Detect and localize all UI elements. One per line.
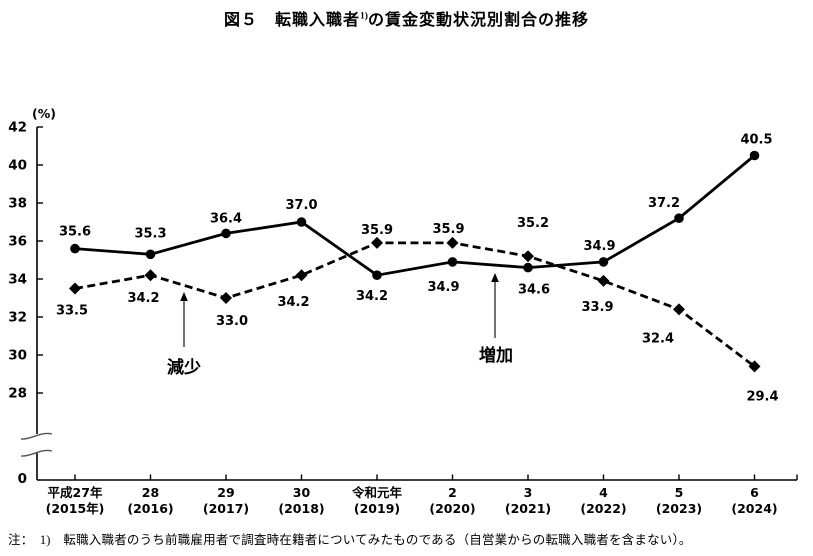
y-tick-label: 42 bbox=[8, 120, 27, 136]
x-tick-label-year: (2020) bbox=[429, 501, 475, 516]
value-label-increase: 34.6 bbox=[518, 283, 550, 298]
y-tick-label: 32 bbox=[8, 310, 27, 326]
value-label-decrease: 35.9 bbox=[361, 223, 393, 238]
x-tick-label-year: (2018) bbox=[278, 501, 324, 516]
y-axis-zero-label: 0 bbox=[18, 471, 27, 487]
marker-circle-increase bbox=[598, 257, 609, 267]
x-tick-label-era: 2 bbox=[448, 485, 457, 500]
x-tick-label-year: (2022) bbox=[580, 501, 626, 516]
x-tick-label-era: 5 bbox=[675, 485, 684, 500]
y-tick-label: 38 bbox=[8, 196, 27, 212]
value-label-increase: 34.9 bbox=[427, 280, 459, 295]
annotation-label-decrease: 減少 bbox=[167, 357, 201, 378]
x-tick-label-year: (2024) bbox=[731, 501, 777, 516]
annotation-arrowhead-decrease bbox=[180, 292, 188, 301]
value-label-decrease: 33.9 bbox=[581, 300, 613, 315]
marker-circle-increase bbox=[523, 262, 533, 273]
marker-circle-increase bbox=[296, 217, 307, 227]
marker-circle-increase bbox=[749, 150, 760, 161]
x-tick-label-year: (2021) bbox=[505, 501, 551, 516]
value-label-increase: 37.0 bbox=[285, 198, 317, 213]
marker-circle-increase bbox=[70, 243, 80, 254]
marker-circle-increase bbox=[221, 228, 231, 239]
marker-diamond-decrease bbox=[69, 282, 81, 295]
value-label-decrease: 33.5 bbox=[56, 304, 88, 319]
x-tick-label-era: 3 bbox=[524, 485, 533, 500]
value-label-increase: 34.9 bbox=[583, 239, 615, 254]
y-tick-label: 40 bbox=[8, 158, 27, 174]
value-label-decrease: 29.4 bbox=[746, 389, 778, 404]
marker-diamond-decrease bbox=[371, 236, 383, 249]
marker-diamond-decrease bbox=[673, 303, 685, 316]
x-tick-label-year: (2017) bbox=[203, 501, 249, 516]
chart-title-prefix: 図５ 転職入職者 bbox=[224, 12, 361, 29]
y-tick-label: 36 bbox=[8, 234, 27, 250]
value-label-decrease: 34.2 bbox=[127, 291, 159, 306]
x-tick-label-era: 令和元年 bbox=[351, 485, 403, 500]
chart-title: 図５ 転職入職者1)の賃金変動状況別割合の推移 bbox=[0, 6, 813, 30]
x-tick-label-era: 4 bbox=[599, 485, 608, 500]
chart-title-suffix: の賃金変動状況別割合の推移 bbox=[367, 12, 589, 29]
marker-diamond-decrease bbox=[446, 236, 459, 249]
x-tick-label-era: 6 bbox=[750, 485, 759, 500]
axis-break-mark bbox=[20, 432, 53, 440]
value-label-decrease: 35.9 bbox=[432, 222, 464, 237]
series-line-increase bbox=[74, 154, 756, 277]
annotation-arrowhead-increase bbox=[491, 273, 499, 282]
value-label-decrease: 34.2 bbox=[277, 295, 309, 310]
value-label-decrease: 33.0 bbox=[216, 314, 248, 329]
y-axis-unit-label: (%) bbox=[32, 106, 56, 121]
value-label-increase: 34.2 bbox=[356, 289, 388, 304]
annotation-label-increase: 増加 bbox=[479, 345, 513, 366]
value-label-increase: 37.2 bbox=[648, 196, 680, 211]
value-label-decrease: 32.4 bbox=[642, 331, 674, 346]
y-tick-label: 30 bbox=[8, 348, 27, 364]
axis-break-mark bbox=[20, 449, 53, 457]
x-tick-label-era: 30 bbox=[293, 485, 311, 500]
x-tick-label-year: (2016) bbox=[127, 501, 173, 516]
value-label-increase: 36.4 bbox=[210, 211, 242, 226]
value-label-increase: 40.5 bbox=[740, 133, 772, 148]
marker-diamond-decrease bbox=[144, 269, 157, 282]
marker-circle-increase bbox=[145, 249, 156, 260]
x-tick-label-era: 28 bbox=[142, 485, 159, 500]
value-label-increase: 35.6 bbox=[59, 225, 91, 240]
marker-circle-increase bbox=[372, 270, 382, 281]
marker-diamond-decrease bbox=[522, 250, 534, 263]
value-label-increase: 35.3 bbox=[134, 226, 166, 241]
y-tick-label: 34 bbox=[8, 272, 27, 288]
series-line-decrease bbox=[74, 241, 756, 368]
value-label-decrease: 35.2 bbox=[517, 216, 549, 231]
marker-circle-increase bbox=[447, 257, 458, 267]
marker-diamond-decrease bbox=[295, 269, 308, 282]
marker-circle-increase bbox=[674, 213, 684, 223]
x-tick-label-year: (2019) bbox=[354, 501, 400, 516]
x-tick-label-year: (2023) bbox=[656, 501, 702, 516]
chart-title-footnote-ref: 1) bbox=[360, 11, 368, 22]
x-tick-label-era: 29 bbox=[217, 485, 234, 500]
x-tick-label-year: (2015年) bbox=[46, 501, 105, 516]
x-tick-label-era: 平成27年 bbox=[48, 485, 103, 500]
marker-diamond-decrease bbox=[220, 292, 232, 304]
marker-diamond-decrease bbox=[748, 360, 761, 373]
footnote: 注： 1) 転職入職者のうち前職雇用者で調査時在籍者についてみたものである（自営… bbox=[8, 533, 692, 547]
y-tick-label: 28 bbox=[8, 386, 27, 402]
marker-diamond-decrease bbox=[597, 274, 610, 287]
